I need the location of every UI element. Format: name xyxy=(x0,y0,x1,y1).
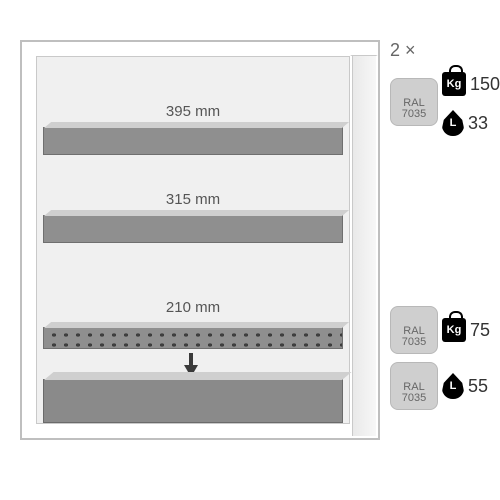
cabinet-depth-side xyxy=(352,56,376,436)
legend-column: 2 × RAL 7035 Kg 150 L 33 xyxy=(390,40,500,61)
shelf-quantity-label: 2 × xyxy=(390,40,500,61)
cabinet-interior: 395 mm 315 mm 210 mm xyxy=(36,56,350,424)
ral-swatch-1: RAL 7035 xyxy=(390,78,438,126)
bottom-sump-tray xyxy=(43,379,343,423)
ral-code-3: 7035 xyxy=(402,393,426,405)
shelf-1-dimension: 395 mm xyxy=(37,103,349,120)
legend-group-3: RAL 7035 L 55 xyxy=(390,358,488,410)
weight-value-2: 75 xyxy=(470,320,490,341)
shelf-2 xyxy=(43,215,343,243)
weight-icon: Kg xyxy=(442,72,466,96)
volume-icon: L xyxy=(442,373,464,399)
volume-icon: L xyxy=(442,110,464,136)
volume-value-3: 55 xyxy=(468,376,488,397)
legend-group-2: RAL 7035 Kg 75 xyxy=(390,302,490,354)
shelf-3-dimension: 210 mm xyxy=(37,299,349,316)
bottom-sump-top xyxy=(44,372,352,380)
shelf-1 xyxy=(43,127,343,155)
weight-value-1: 150 xyxy=(470,74,500,95)
shelf-1-top xyxy=(44,122,349,128)
perforated-shelf-top xyxy=(44,322,349,328)
shelf-2-dimension: 315 mm xyxy=(37,191,349,208)
ral-swatch-2: RAL 7035 xyxy=(390,306,438,354)
ral-code-2: 7035 xyxy=(402,337,426,349)
shelf-2-top xyxy=(44,210,349,216)
legend-group-1: RAL 7035 Kg 150 L 33 xyxy=(390,64,500,136)
volume-value-1: 33 xyxy=(468,113,488,134)
weight-icon: Kg xyxy=(442,318,466,342)
perforated-shelf xyxy=(43,327,343,349)
diagram-stage: 395 mm 315 mm 210 mm 2 × xyxy=(20,40,480,460)
ral-code-1: 7035 xyxy=(402,109,426,121)
ral-swatch-3: RAL 7035 xyxy=(390,362,438,410)
cabinet-outline: 395 mm 315 mm 210 mm xyxy=(20,40,380,440)
